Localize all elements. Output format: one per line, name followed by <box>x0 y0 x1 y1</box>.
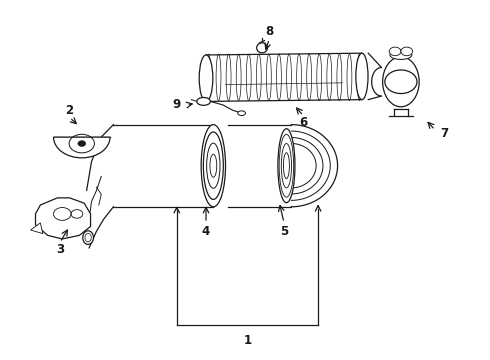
Text: 1: 1 <box>244 334 251 347</box>
Circle shape <box>78 141 86 147</box>
Ellipse shape <box>383 57 419 107</box>
Ellipse shape <box>203 132 223 199</box>
Ellipse shape <box>278 129 295 203</box>
Text: 7: 7 <box>441 127 449 140</box>
Text: 3: 3 <box>56 243 64 256</box>
Ellipse shape <box>356 53 368 100</box>
Text: 4: 4 <box>202 225 210 238</box>
Ellipse shape <box>207 143 220 188</box>
Ellipse shape <box>201 125 225 207</box>
Circle shape <box>389 47 401 56</box>
Circle shape <box>401 47 413 56</box>
Ellipse shape <box>390 50 412 59</box>
Text: 5: 5 <box>280 225 288 238</box>
Text: 2: 2 <box>66 104 74 117</box>
Circle shape <box>385 70 417 94</box>
Polygon shape <box>35 198 91 239</box>
Text: 9: 9 <box>172 99 181 112</box>
Ellipse shape <box>210 154 217 177</box>
Text: 8: 8 <box>265 25 273 38</box>
Text: 6: 6 <box>299 116 308 129</box>
Ellipse shape <box>197 98 210 105</box>
Wedge shape <box>53 137 110 158</box>
Polygon shape <box>30 223 43 234</box>
Ellipse shape <box>83 231 94 244</box>
Ellipse shape <box>238 111 245 116</box>
Ellipse shape <box>199 55 213 102</box>
